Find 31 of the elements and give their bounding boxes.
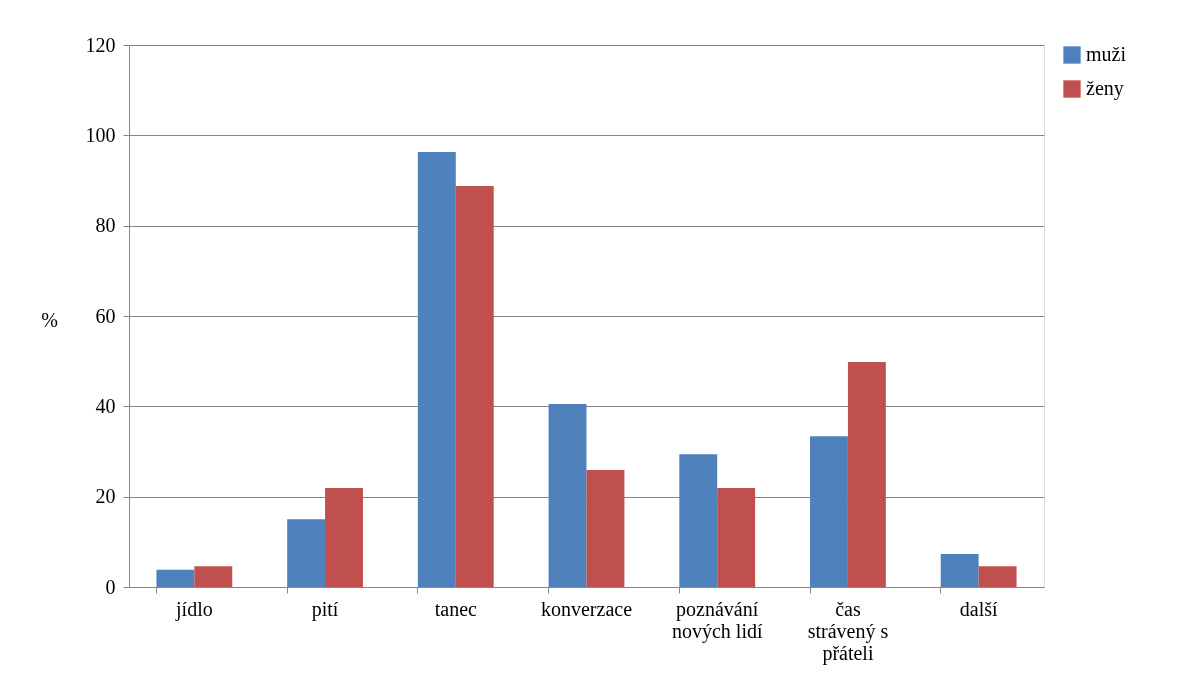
x-tick-label: další [959,597,998,620]
bar [847,362,886,587]
bar [325,488,363,587]
bar [194,566,233,587]
legend-label: ženy [1086,77,1124,100]
y-axis-title: % [41,308,58,331]
bar [978,566,1017,587]
y-tick-label: 0 [105,575,116,598]
y-tick-label: 100 [85,123,116,146]
x-tick-label: pití [311,597,339,621]
bar [586,470,625,587]
bar [810,436,848,587]
x-tick-label: tanec [434,597,477,620]
bar [156,569,195,587]
x-tick-label: jídlo [175,597,213,621]
y-tick-label: 20 [95,485,116,508]
bar [679,454,718,587]
bar [455,185,494,587]
bar [287,519,326,587]
y-tick-label: 60 [95,304,116,327]
x-tick-label: čas strávený s přáteli [807,597,889,665]
x-tick-label: konverzace [540,597,633,620]
bar [417,152,456,587]
x-tick-label: poznávání nových lidí [671,597,763,643]
y-tick-label: 120 [85,33,116,56]
bar [717,488,756,587]
bar [548,404,587,587]
y-tick-label: 80 [95,214,116,237]
legend-label: muži [1086,43,1127,65]
bar [940,554,979,587]
y-tick-label: 40 [95,394,116,417]
